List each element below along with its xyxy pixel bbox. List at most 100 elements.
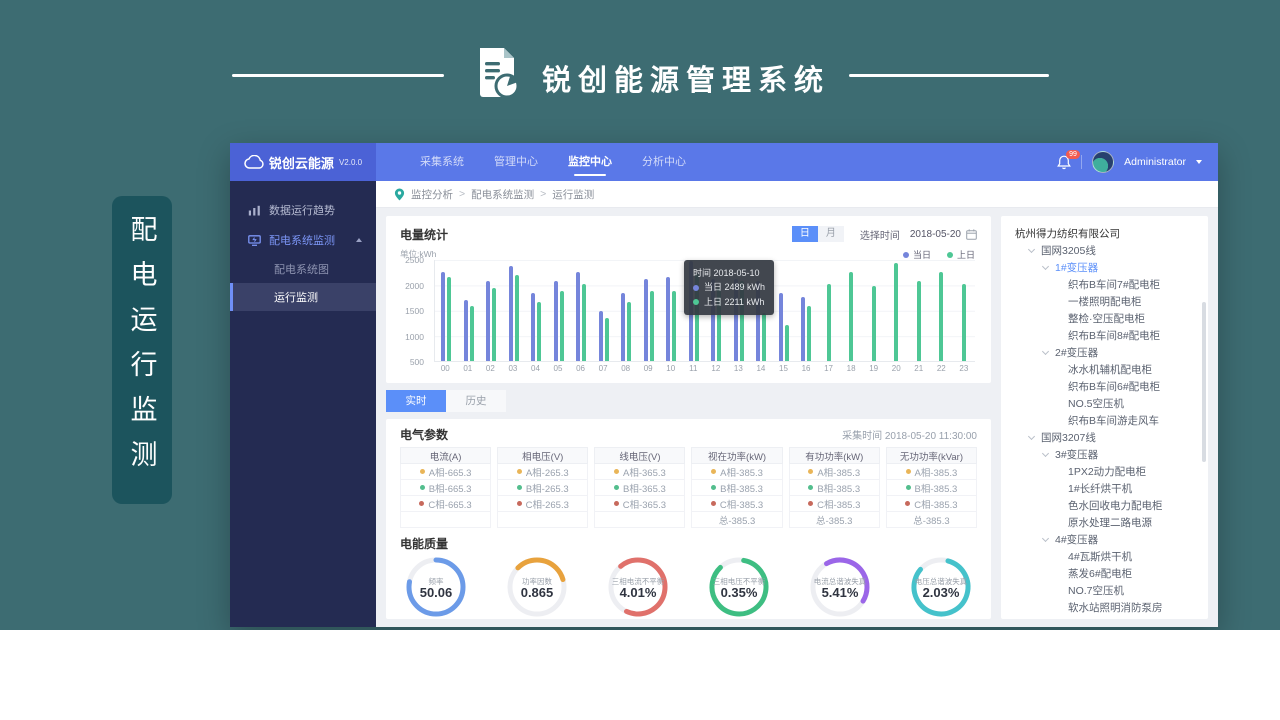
sidebar-subitem-2[interactable]: 配电系统图 bbox=[274, 264, 329, 276]
tree-node-7[interactable]: 2#变压器 bbox=[1011, 344, 1200, 361]
bar-上日-00[interactable] bbox=[447, 277, 452, 361]
top-navbar: 锐创云能源 V2.0.0 采集系统 管理中心 监控中心 分析中心 99 Adminis… bbox=[230, 143, 1218, 181]
bar-上日-08[interactable] bbox=[627, 302, 632, 361]
param-cell: A相-385.3 bbox=[885, 464, 977, 480]
bar-当日-08[interactable] bbox=[621, 293, 626, 361]
param-cell bbox=[497, 512, 589, 528]
tab-1[interactable]: 历史 bbox=[446, 390, 506, 412]
bar-当日-16[interactable] bbox=[801, 297, 806, 361]
bar-当日-03[interactable] bbox=[508, 266, 513, 361]
param-cell: B相-385.3 bbox=[691, 480, 783, 496]
tree-node-9[interactable]: 织布B车间6#配电柜 bbox=[1068, 381, 1161, 393]
tree-node-1[interactable]: 国网3205线 bbox=[1011, 242, 1200, 259]
tree-node-10[interactable]: NO.5空压机 bbox=[1068, 398, 1125, 410]
breadcrumb-item-1[interactable]: 配电系统监测 bbox=[471, 188, 535, 201]
user-name[interactable]: Administrator bbox=[1124, 156, 1186, 168]
chart-legend: 当日 上日 bbox=[902, 248, 975, 261]
period-toggle-0[interactable]: 日 bbox=[791, 226, 818, 242]
tooltip-row-1: 上日 2211 kWh bbox=[693, 295, 765, 309]
tree-node-15[interactable]: 1#长纤烘干机 bbox=[1068, 483, 1133, 495]
bar-当日-07[interactable] bbox=[598, 311, 603, 361]
sidebar-item-1[interactable]: 配电系统监测 bbox=[230, 225, 376, 255]
bar-group-13 bbox=[728, 260, 751, 361]
tab-0[interactable]: 实时 bbox=[386, 390, 446, 412]
bar-当日-10[interactable] bbox=[666, 277, 671, 361]
bar-上日-22[interactable] bbox=[939, 272, 944, 361]
bar-上日-12[interactable] bbox=[717, 288, 722, 361]
bar-上日-03[interactable] bbox=[514, 275, 519, 361]
bar-当日-00[interactable] bbox=[441, 272, 446, 361]
param-cell: C相-385.3 bbox=[691, 496, 783, 512]
notification-bell-icon[interactable]: 99 bbox=[1057, 149, 1080, 170]
nav-tab-0[interactable]: 采集系统 bbox=[420, 156, 464, 168]
bar-上日-09[interactable] bbox=[649, 291, 654, 361]
bar-当日-04[interactable] bbox=[531, 293, 536, 361]
nav-tab-3[interactable]: 分析中心 bbox=[642, 156, 686, 168]
app-logo[interactable]: 锐创云能源 V2.0.0 bbox=[230, 143, 376, 181]
phase-dot bbox=[419, 485, 425, 490]
bar-当日-13[interactable] bbox=[733, 279, 738, 361]
bar-group-19 bbox=[863, 260, 886, 361]
bar-当日-14[interactable] bbox=[756, 281, 761, 361]
bar-上日-05[interactable] bbox=[559, 291, 564, 361]
breadcrumb-item-2[interactable]: 运行监测 bbox=[552, 188, 595, 201]
tree-node-17[interactable]: 原水处理二路电源 bbox=[1068, 517, 1152, 529]
nav-tab-2[interactable]: 监控中心 bbox=[568, 143, 612, 181]
sidebar-item-0[interactable]: 数据运行趋势 bbox=[230, 195, 376, 225]
bar-上日-01[interactable] bbox=[469, 306, 474, 361]
bar-当日-05[interactable] bbox=[553, 281, 558, 361]
tree-node-5[interactable]: 整检·空压配电柜 bbox=[1068, 313, 1145, 325]
bar-上日-15[interactable] bbox=[784, 325, 789, 361]
bar-当日-02[interactable] bbox=[486, 281, 491, 361]
tree-node-13[interactable]: 3#变压器 bbox=[1011, 446, 1200, 463]
tree-node-14[interactable]: 1PX2动力配电柜 bbox=[1068, 466, 1147, 478]
bar-上日-16[interactable] bbox=[807, 306, 812, 361]
breadcrumb-item-0[interactable]: 监控分析 bbox=[411, 188, 453, 201]
app-version: V2.0.0 bbox=[338, 157, 363, 167]
bar-上日-06[interactable] bbox=[582, 284, 587, 361]
tree-node-4[interactable]: 一楼照明配电柜 bbox=[1068, 296, 1142, 308]
period-toggle-1[interactable]: 月 bbox=[817, 226, 844, 242]
bar-上日-02[interactable] bbox=[492, 288, 497, 361]
tree-node-8[interactable]: 冰水机辅机配电柜 bbox=[1068, 364, 1152, 376]
tree-node-20[interactable]: 蒸发6#配电柜 bbox=[1068, 568, 1133, 580]
bar-上日-21[interactable] bbox=[916, 281, 921, 361]
bar-上日-13[interactable] bbox=[739, 281, 744, 361]
phase-dot bbox=[905, 501, 911, 506]
tree-node-11[interactable]: 织布B车间游走风车 bbox=[1068, 415, 1160, 427]
bar-当日-15[interactable] bbox=[778, 293, 783, 361]
tree-node-18[interactable]: 4#变压器 bbox=[1011, 531, 1200, 548]
bar-当日-12[interactable] bbox=[711, 279, 716, 361]
bar-上日-11[interactable] bbox=[694, 274, 699, 361]
bar-上日-17[interactable] bbox=[826, 284, 831, 361]
tree-node-12[interactable]: 国网3207线 bbox=[1011, 429, 1200, 446]
bar-上日-10[interactable] bbox=[672, 291, 677, 361]
bar-上日-18[interactable] bbox=[849, 272, 854, 361]
tree-node-3[interactable]: 织布B车间7#配电柜 bbox=[1068, 279, 1161, 291]
tree-node-6[interactable]: 织布B车间8#配电柜 bbox=[1068, 330, 1161, 342]
tree-node-22[interactable]: 软水站照明消防泵房 bbox=[1068, 602, 1163, 614]
tree-node-21[interactable]: NO.7空压机 bbox=[1068, 585, 1125, 597]
sidebar-subitem-3[interactable]: 运行监测 bbox=[230, 283, 376, 311]
param-header: 有功功率(kW) bbox=[788, 447, 880, 464]
bar-上日-20[interactable] bbox=[894, 263, 899, 361]
bar-上日-23[interactable] bbox=[961, 284, 966, 361]
bar-上日-04[interactable] bbox=[537, 302, 542, 361]
bar-上日-14[interactable] bbox=[762, 313, 767, 361]
date-picker[interactable]: 2018-05-20 bbox=[910, 229, 977, 240]
bar-上日-19[interactable] bbox=[871, 286, 876, 361]
bar-当日-01[interactable] bbox=[463, 300, 468, 361]
param-cell: B相-365.3 bbox=[594, 480, 686, 496]
chevron-down-icon[interactable] bbox=[1196, 160, 1202, 164]
bar-当日-09[interactable] bbox=[643, 279, 648, 361]
phase-dot bbox=[808, 485, 814, 490]
nav-tab-1[interactable]: 管理中心 bbox=[494, 156, 538, 168]
tree-node-0[interactable]: 杭州得力纺织有限公司 bbox=[1015, 228, 1120, 240]
avatar[interactable] bbox=[1092, 151, 1115, 173]
tree-scrollbar[interactable] bbox=[1202, 302, 1206, 462]
tree-node-19[interactable]: 4#瓦斯烘干机 bbox=[1068, 551, 1133, 563]
bar-当日-06[interactable] bbox=[576, 272, 581, 361]
tree-node-16[interactable]: 色水回收电力配电柜 bbox=[1068, 500, 1163, 512]
bar-上日-07[interactable] bbox=[604, 318, 609, 361]
tree-node-2[interactable]: 1#变压器 bbox=[1011, 259, 1200, 276]
